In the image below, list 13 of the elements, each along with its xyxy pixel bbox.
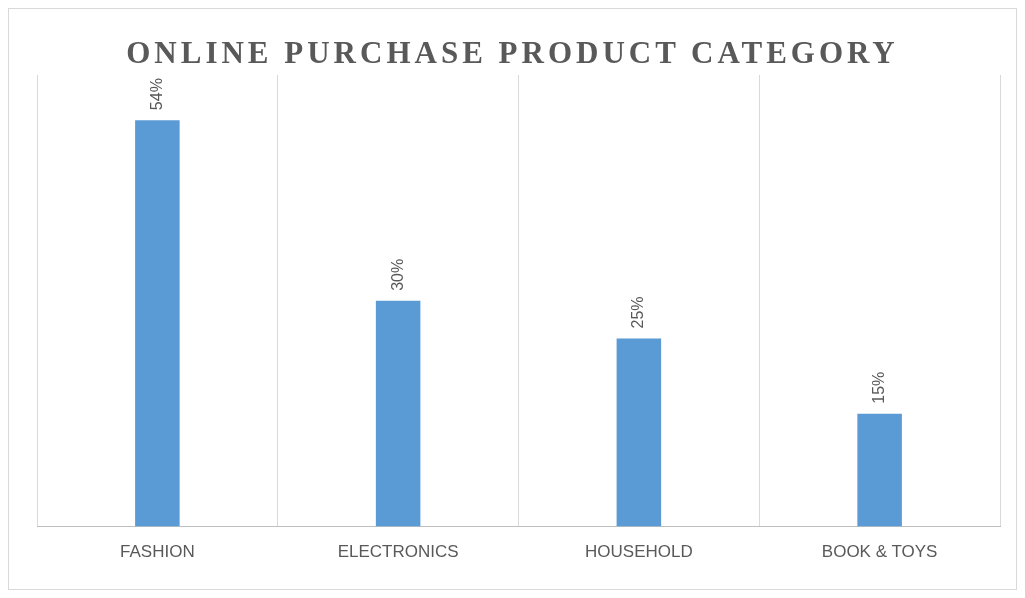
bar [375, 300, 421, 527]
bar [857, 413, 902, 527]
data-label: 25% [629, 296, 647, 329]
bar [135, 120, 180, 527]
bar [616, 338, 662, 527]
x-tick-label: FASHION [120, 542, 195, 562]
data-label: 15% [870, 371, 888, 404]
data-label: 30% [388, 258, 406, 291]
chart-title: ONLINE PURCHASE PRODUCT CATEGORY [125, 34, 900, 72]
x-tick-label: ELECTRONICS [337, 542, 459, 562]
data-label: 54% [147, 78, 165, 111]
x-tick-label: HOUSEHOLD [585, 542, 693, 562]
x-tick-label: BOOK & TOYS [821, 542, 938, 562]
